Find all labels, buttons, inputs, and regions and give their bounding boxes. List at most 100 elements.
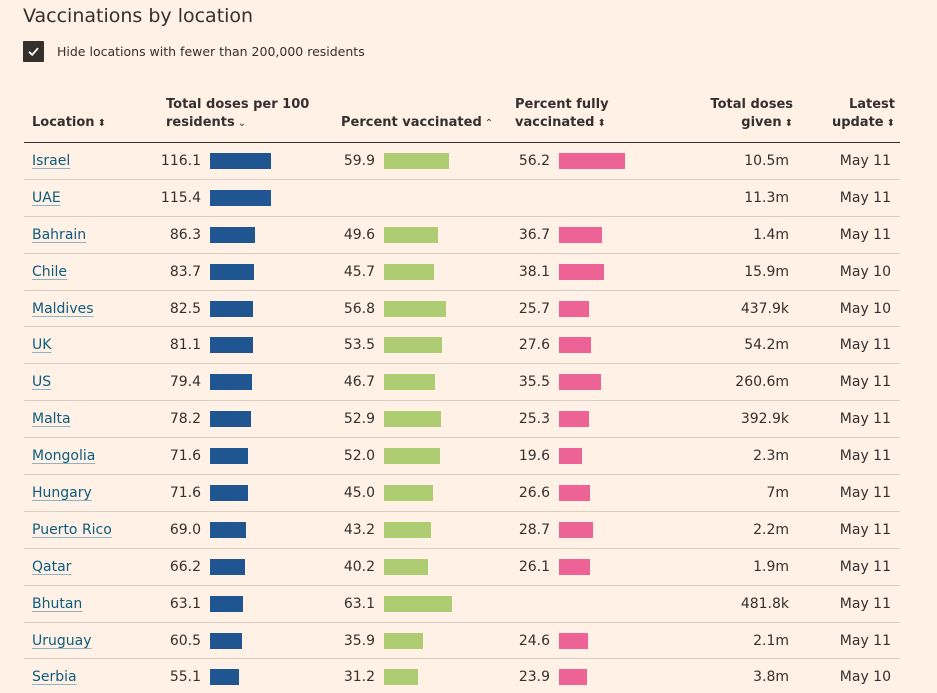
doses-per-100-bar: [210, 411, 252, 428]
doses-per-100-bar: [210, 632, 242, 649]
location-link[interactable]: Uruguay: [32, 632, 92, 649]
location-link[interactable]: Qatar: [32, 558, 72, 575]
latest-update-value: May 10: [839, 263, 891, 280]
percent-vaccinated-bar: [384, 485, 433, 502]
page-title: Vaccinations by location: [23, 5, 254, 27]
percent-vaccinated-bar: [384, 595, 453, 612]
doses-per-100-value: 71.6: [169, 448, 201, 465]
table-row: Chile 83.7 45.7 38.1 15.9m May 10: [24, 254, 900, 291]
location-link[interactable]: UK: [32, 337, 52, 354]
header-total-doses-given[interactable]: Total doses given ⬍: [710, 97, 793, 130]
percent-fully-vaccinated-value: 27.6: [518, 337, 550, 354]
sort-icon: ⬍: [97, 118, 106, 129]
sort-icon: ⬍: [886, 118, 895, 129]
percent-fully-vaccinated-value: 35.5: [518, 374, 550, 391]
doses-per-100-value: 78.2: [169, 411, 201, 428]
table-row: UK 81.1 53.5 27.6 54.2m May 11: [24, 327, 900, 365]
latest-update-value: May 11: [839, 411, 891, 428]
location-link[interactable]: UAE: [32, 189, 61, 206]
total-doses-given-value: 7m: [766, 485, 789, 502]
population-filter[interactable]: Hide locations with fewer than 200,000 r…: [23, 40, 365, 62]
table-row: Maldives 82.5 56.8 25.7 437.9k May 10: [24, 291, 900, 328]
percent-fully-vaccinated-value: 23.9: [518, 669, 550, 686]
percent-fully-vaccinated-bar: [559, 374, 601, 391]
doses-per-100-value: 71.6: [169, 485, 201, 502]
location-link[interactable]: Maldives: [32, 300, 94, 317]
doses-per-100-value: 66.2: [169, 558, 201, 575]
location-link[interactable]: Israel: [32, 153, 71, 169]
header-percent-fully-vaccinated[interactable]: Percent fully vaccinated ⬍: [515, 97, 609, 130]
table-row: Qatar 66.2 40.2 26.1 1.9m May 11: [24, 549, 900, 586]
total-doses-given-value: 54.2m: [744, 337, 789, 354]
percent-fully-vaccinated-bar: [559, 263, 604, 280]
doses-per-100-value: 79.4: [169, 374, 201, 391]
header-doses-per-100[interactable]: Total doses per 100 residents ⌄: [166, 97, 310, 130]
percent-fully-vaccinated-value: 24.6: [518, 632, 550, 649]
percent-fully-vaccinated-value: 25.7: [518, 300, 550, 317]
percent-fully-vaccinated-bar: [559, 669, 588, 686]
header-percent-vaccinated[interactable]: Percent vaccinated ⌃: [341, 115, 494, 130]
percent-vaccinated-value: 53.5: [343, 337, 375, 354]
percent-vaccinated-value: 46.7: [343, 374, 375, 391]
location-link[interactable]: US: [32, 374, 52, 391]
doses-per-100-bar: [210, 153, 271, 169]
total-doses-given-value: 2.2m: [753, 521, 789, 538]
percent-vaccinated-value: 56.8: [343, 300, 375, 317]
percent-fully-vaccinated-bar: [559, 448, 583, 465]
total-doses-given-value: 260.6m: [735, 374, 789, 391]
percent-vaccinated-bar: [384, 632, 423, 649]
doses-per-100-value: 83.7: [169, 263, 201, 280]
percent-vaccinated-bar: [384, 558, 428, 575]
doses-per-100-bar: [210, 189, 271, 206]
percent-vaccinated-bar: [384, 521, 431, 538]
location-link[interactable]: Puerto Rico: [32, 521, 112, 538]
total-doses-given-value: 2.1m: [753, 632, 789, 649]
doses-per-100-value: 116.1: [160, 153, 201, 169]
latest-update-value: May 11: [839, 337, 891, 354]
latest-update-value: May 11: [839, 485, 891, 502]
percent-vaccinated-bar: [384, 226, 438, 243]
location-link[interactable]: Hungary: [32, 485, 92, 502]
percent-vaccinated-value: 43.2: [343, 521, 375, 538]
doses-per-100-value: 115.4: [160, 189, 201, 206]
doses-per-100-value: 55.1: [169, 669, 201, 686]
latest-update-value: May 10: [839, 669, 891, 686]
location-link[interactable]: Bahrain: [32, 226, 87, 243]
location-link[interactable]: Bhutan: [32, 595, 83, 612]
header-latest-update[interactable]: Latest update ⬍: [831, 97, 895, 130]
header-location[interactable]: Location ⬍: [32, 115, 106, 130]
percent-vaccinated-bar: [384, 300, 446, 317]
percent-vaccinated-value: 45.7: [343, 263, 375, 280]
latest-update-value: May 11: [839, 448, 891, 465]
percent-vaccinated-value: 45.0: [343, 485, 375, 502]
location-link[interactable]: Malta: [32, 411, 71, 428]
total-doses-given-value: 11.3m: [744, 189, 789, 206]
percent-vaccinated-bar: [384, 263, 434, 280]
table-row: Bahrain 86.3 49.6 36.7 1.4m May 11: [24, 217, 900, 254]
percent-vaccinated-value: 52.0: [343, 448, 375, 465]
location-link[interactable]: Chile: [32, 263, 68, 280]
percent-vaccinated-bar: [384, 374, 435, 391]
doses-per-100-value: 82.5: [169, 300, 201, 317]
location-link[interactable]: Mongolia: [32, 448, 96, 465]
doses-per-100-bar: [210, 300, 254, 317]
table-row: Bhutan 63.1 63.1 481.8k May 11: [24, 586, 900, 623]
latest-update-value: May 11: [839, 226, 891, 243]
percent-vaccinated-bar: [384, 448, 441, 465]
percent-vaccinated-value: 63.1: [343, 595, 375, 612]
percent-fully-vaccinated-value: 26.6: [518, 485, 550, 502]
hide-small-locations-checkbox[interactable]: [23, 40, 44, 62]
doses-per-100-bar: [210, 521, 247, 538]
percent-fully-vaccinated-value: 36.7: [518, 226, 550, 243]
total-doses-given-value: 15.9m: [744, 263, 789, 280]
latest-update-value: May 11: [839, 374, 891, 391]
doses-per-100-bar: [210, 595, 244, 612]
table-row: Mongolia 71.6 52.0 19.6 2.3m May 11: [24, 438, 900, 476]
table-row: UAE 115.4 11.3m May 11: [24, 180, 900, 217]
percent-fully-vaccinated-value: 25.3: [518, 411, 550, 428]
location-link[interactable]: Serbia: [32, 669, 77, 686]
doses-per-100-bar: [210, 669, 239, 686]
percent-vaccinated-bar: [384, 153, 449, 169]
percent-fully-vaccinated-bar: [559, 485, 591, 502]
percent-fully-vaccinated-bar: [559, 226, 603, 243]
